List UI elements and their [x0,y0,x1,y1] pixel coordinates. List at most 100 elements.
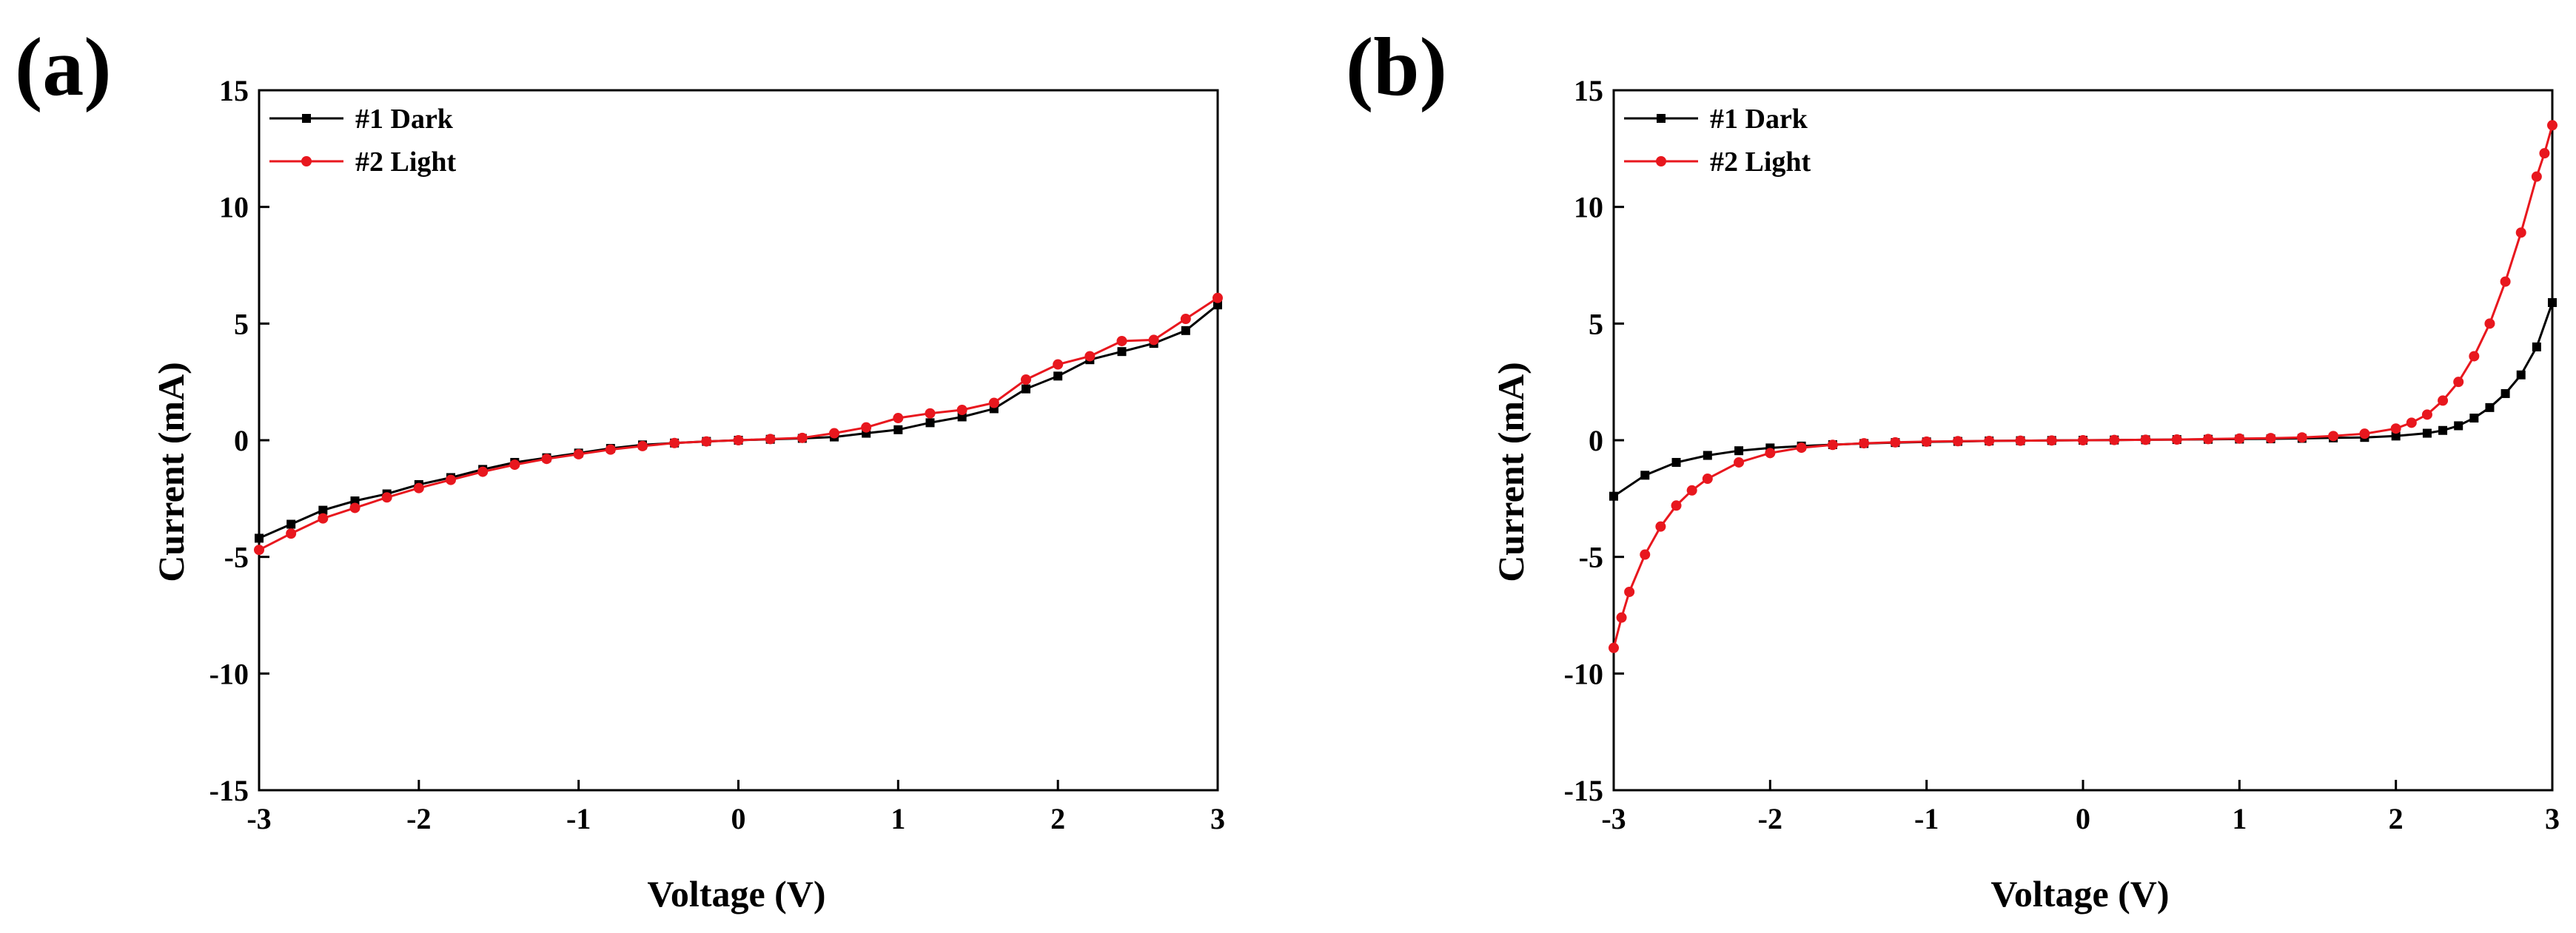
panel-b-series-light-point [1796,442,1807,454]
panel-b-series-light-point [2453,377,2464,388]
panel-a-y-tick-label: 10 [219,191,249,224]
panel-b-series-light-point [1702,474,1713,485]
panel-a-legend-entry-dark-marker [302,114,311,123]
panel-b-series-light-point [2438,395,2449,406]
panel-b-series-light-point [1890,437,1901,448]
panel-a-series-light [254,292,1223,556]
panel-a-series-light-point [796,432,808,443]
panel-a-series-dark-point [1053,371,1063,381]
panel-a-y-tick-label: 15 [219,74,249,107]
panel-a-series-light-point [861,422,872,433]
panel-b-series-light-point [2515,227,2526,238]
panel-b-series-dark-point [2532,342,2541,351]
panel-b-series-light-point [2547,120,2557,131]
panel-b-series-light-point [1616,612,1627,623]
panel-a-series-light-point [1212,292,1223,303]
panel-b-series-light-point [1952,436,1963,447]
panel-b-series-dark-point [2516,370,2526,380]
panel-b-series-dark-point [2548,297,2557,307]
panel-b-series-dark-point [2391,431,2401,441]
panel-a-series-light-point [573,448,584,459]
panel-b-series-light-point [2015,435,2026,446]
panel-b-series-dark-point [2438,425,2448,435]
panel-b-legend-entry-dark-label: #1 Dark [1710,104,1808,135]
panel-b-series-dark-point [1703,451,1712,460]
panel-a-y-tick-label: -5 [224,541,249,574]
panel-b-series-light-point [2421,409,2432,420]
panel-b-series-light-point [1734,457,1745,468]
panel-a-y-tick-label: -10 [209,657,249,690]
panel-b-series-light-point [2078,435,2088,445]
panel-b-series-light-point [1827,439,1838,451]
panel-a-series-dark-line [258,303,1218,539]
panel-a-series-light-point [893,413,904,424]
panel-b-series-light-point [1640,549,1651,560]
panel-b-series-dark-point [2454,421,2463,431]
panel-b-series-dark-point [1671,457,1681,467]
panel-b-series-light-point [2531,171,2542,182]
panel-b-series-dark-point [1734,446,1744,456]
panel-b-y-tick-label: 5 [1589,307,1603,340]
panel-b-x-tick-label: 3 [2545,802,2560,835]
panel-a-series-light-point [381,492,392,503]
panel-a-series-light-point [1021,374,1031,385]
panel-a-series-light-point [349,502,360,513]
panel-b-legend-entry-light: #2 Light [1624,146,1811,178]
panel-a-x-tick-label: 3 [1210,802,1225,835]
panel-b-series-light-point [2046,435,2057,446]
panel-a-series-dark-point [286,519,296,529]
panel-a-series-light-point [765,434,776,445]
panel-a-series-light-point [413,482,424,494]
panel-b-series-dark-point [2485,402,2495,412]
panel-b-series-dark-point [1609,491,1618,501]
panel-a-series-dark-point [350,496,360,505]
panel-a-series-dark-point [925,418,935,428]
panel-a-series-light-point [1116,335,1127,346]
panel-b-series-light-line [1612,124,2554,648]
panel-a-x-tick-label: 1 [890,802,905,835]
panel-a-series-light-point [509,459,520,471]
panel-a-series-light-point [733,435,744,445]
panel-a-series-light-point [318,513,329,524]
panel-b-series-light-point [1624,586,1635,597]
panel-a-series-light-point [637,440,648,451]
panel-a-series-light-point [605,444,616,455]
panel-b-legend: #1 Dark #2 Light [1624,104,1811,178]
panel-b: (b) Voltage (V) Current (mA) -15-10-5051… [1346,21,2560,915]
panel-b-series-light-point [2265,433,2276,444]
panel-b-y-tick-label: 10 [1574,191,1603,224]
panel-a-series-dark [255,300,1222,543]
panel-b-series-light-point [2328,431,2339,442]
panel-a-legend-entry-light-marker [301,156,312,166]
panel-b-legend-entry-light-label: #2 Light [1710,146,1811,178]
panel-b-y-tick-label: -10 [1564,657,1603,690]
panel-a-series-dark-point [318,505,328,515]
panel-b-series-light-point [1686,485,1697,496]
panel-a-x-tick-label: -1 [566,802,591,835]
panel-b-series-light-point [2539,148,2550,159]
panel-b-series-dark-point [2422,428,2432,438]
panel-a-x-tick-label: 2 [1050,802,1065,835]
panel-a-x-tick-label: 0 [731,802,746,835]
panel-b-label: (b) [1346,21,1447,113]
panel-b-series-light-point [2203,434,2214,445]
panel-a-series-light-point [446,474,456,485]
panel-b-series-light-point [2406,417,2417,428]
panel-a: (a) Voltage (V) Current (mA) -15-10-5051… [15,21,1225,915]
panel-a-series-light-point [829,428,839,439]
panel-b-series-light-point [1984,435,1995,446]
panel-b-series-light-point [1671,500,1682,511]
panel-b-x-tick-label: 2 [2389,802,2404,835]
panel-b-series-dark-point [2500,388,2510,398]
panel-a-series-light-point [925,408,936,419]
panel-b-series-light-point [2484,318,2495,329]
panel-a-series-light-point [669,437,680,448]
panel-a-series-light-point [254,545,264,556]
panel-a-y-tick-label: 0 [234,424,249,457]
panel-a-y-tick-label: 5 [234,307,249,340]
panel-b-series-light-point [2109,434,2120,445]
panel-b-series-dark-point [1640,471,1650,480]
panel-a-legend-entry-light: #2 Light [269,146,457,178]
panel-b-series-light-point [2234,433,2245,444]
